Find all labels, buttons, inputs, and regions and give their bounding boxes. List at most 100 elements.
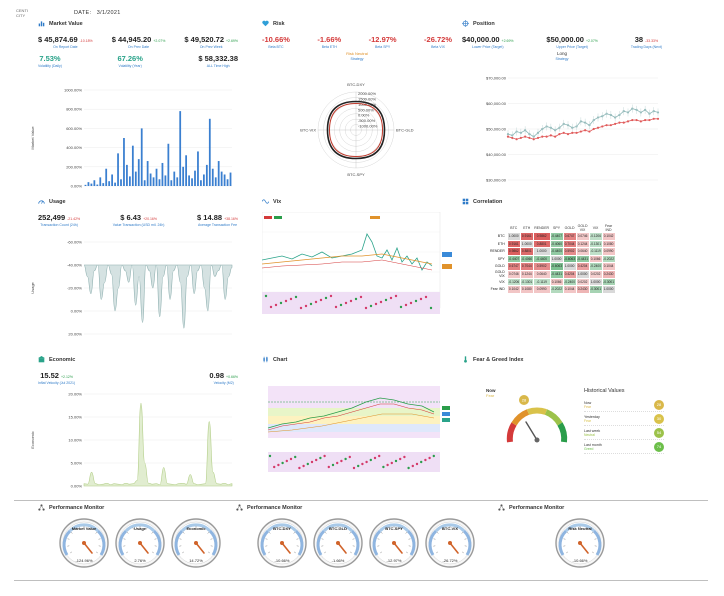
oscillator-dot (419, 297, 423, 301)
market-value-bar (229, 172, 232, 186)
oscillator-dot (294, 295, 298, 299)
oscillator-dot (415, 462, 419, 466)
gauge-needle (337, 542, 347, 554)
radar-tick: 1000.00% (358, 102, 376, 107)
oscillator-dot (384, 298, 388, 302)
usage-stats-row: 252,499 -21.42% Transaction Count (24h) $ 6… (38, 213, 238, 227)
gauge-needle (195, 542, 205, 554)
correlation-cell: 0.6747 (562, 232, 577, 241)
market-stat2-0-label: Volatility (Daily) (38, 64, 62, 68)
oscillator-dot (340, 459, 343, 463)
gauge-name: Risk Neutral (568, 526, 591, 531)
gauge-needle (139, 542, 149, 554)
gauge-value: -10.66% (573, 558, 588, 563)
correlation-row-label: RENDER (490, 249, 505, 254)
correlation-cell: 0.4204 (575, 262, 590, 271)
report-date: DATE: 3/1/2021 (74, 10, 121, 16)
oscillator-dot (369, 304, 373, 308)
correlation-cell: 0.1044 (562, 285, 577, 294)
market-stat-1-change: +2.07% (153, 39, 166, 43)
usage-stat-2: $ 14.88 +38.16% Average Transaction Fee (197, 213, 238, 227)
risk-stat-3: -26.72% Beta VIX (424, 35, 452, 49)
radar-series (328, 102, 384, 158)
correlation-row: GOLD 0.6747 0.7044 0.5902 -0.6063 1.0000 0.420… (490, 262, 616, 271)
performance-monitors: Performance Monitor Market Value -124.96% U… (0, 504, 724, 582)
correlation-matrix: BTC ETH RENDER SPY GOLD GOLD VIX VIX Fear IND B… (490, 224, 616, 294)
gauge-name: Market Value (72, 526, 97, 531)
oscillator-dot (369, 458, 372, 462)
market-value-bar (102, 183, 105, 186)
correlation-row: VIX -0.1206 -0.1301 -0.1119 0.1066 -0.2400 0.0… (490, 277, 616, 286)
oscillator-dot (407, 466, 410, 470)
usage-ytick: -40.00% (67, 263, 82, 268)
crosshair-icon (462, 20, 469, 27)
correlation-cell: 0.1044 (601, 262, 616, 271)
position-point (515, 138, 518, 141)
position-point (614, 122, 617, 125)
correlation-cell: 0.0990 (601, 247, 616, 256)
market-stat-2-change: +2.69% (226, 39, 238, 43)
economic-area-chart: 0.00% 5.00% 10.00% 15.00% 20.00% Economic (30, 392, 233, 489)
market-value-bar (205, 164, 208, 186)
oscillator-dot (344, 301, 348, 305)
market-value-bar (84, 184, 87, 186)
market-value-stats-row1: $ 45,874.69 -10.18% On Report Date $ 44,945… (38, 35, 238, 49)
usage-stat-0-value-text: 252,499 (38, 213, 66, 222)
risk-stat-1: -1.66% Beta ETH (317, 35, 341, 49)
correlation-cell: 1.0000 (562, 262, 577, 271)
gauge-needle (579, 542, 589, 554)
oscillator-dot (429, 306, 433, 310)
market-value-bar (176, 177, 179, 186)
oscillator-dot (382, 465, 385, 469)
economic-stats-row: 15.52 +2.12% Inflat Velocity (Jul 2021) 0.9… (38, 371, 238, 385)
position-point (528, 136, 531, 140)
market-value-bar (200, 180, 202, 186)
position-title: Position (462, 20, 662, 27)
position-point (635, 118, 638, 122)
correlation-column-header: VIX (592, 226, 599, 230)
market-value-ytick: 1000.00% (64, 88, 82, 93)
correlation-cell: 0.0990 (532, 285, 551, 294)
correlation-cell: 0.1080 (519, 285, 534, 294)
position-point (588, 130, 591, 133)
economic-ytick: 15.00% (68, 415, 82, 420)
correlation-cell: -0.1206 (588, 232, 603, 241)
oscillator-dot (298, 466, 301, 470)
market-value-bar (208, 118, 211, 186)
market-stat2-2: $ 58,332.38 ALL Time High (198, 54, 238, 68)
candlestick-icon (263, 356, 268, 363)
oscillator-dot (285, 459, 288, 463)
market-stat2-2-label: ALL Time High (206, 64, 230, 68)
market-value-bar (158, 179, 161, 186)
oscillator-dot (364, 306, 368, 310)
market-value-bar (134, 171, 137, 186)
performance-monitor-title-text: Performance Monitor (49, 504, 105, 511)
market-value-bar (87, 182, 90, 186)
correlation-cell: 0.2430 (575, 285, 590, 294)
position-point (626, 120, 630, 123)
market-stat-0-value-text: $ 45,874.69 (38, 35, 78, 44)
economic-stat-0: 15.52 +2.12% Inflat Velocity (Jul 2021) (38, 371, 75, 385)
market-value-ytick: 800.00% (66, 107, 82, 112)
market-stat-2: $ 49,520.72 +2.69% On Prev Week (184, 35, 238, 49)
market-stat-0: $ 45,874.69 -10.18% On Report Date (38, 35, 93, 49)
correlation-column-header: SPY (553, 226, 561, 230)
gauge-name: BTC-SPY (385, 526, 403, 531)
historical-row: Last month Greed 74 (584, 440, 664, 454)
position-stat-1-value-text: $50,000.00 (546, 35, 584, 44)
correlation-cell: 0.7044 (562, 239, 577, 248)
oscillator-dot (373, 456, 377, 460)
performance-monitor-title-text: Performance Monitor (509, 504, 565, 511)
oscillator-dot (409, 301, 413, 305)
radar-tick: 500.00% (358, 107, 374, 112)
market-stat-0-change: -10.18% (79, 39, 93, 43)
radar-tick: 0.00% (358, 113, 370, 118)
performance-monitor-title: Performance Monitor (236, 504, 476, 511)
market-value-stats-row2: 7.53% Volatility (Daily) 67.26% Volatility … (38, 54, 238, 68)
position-point (506, 135, 510, 138)
risk-stat-2-value: -12.97% (369, 35, 397, 44)
performance-gauge: Market Value -124.96% (59, 518, 109, 568)
correlation-cell: -0.4431 (575, 254, 590, 263)
oscillator-dot (361, 462, 364, 466)
oscillator-dot (327, 465, 330, 469)
